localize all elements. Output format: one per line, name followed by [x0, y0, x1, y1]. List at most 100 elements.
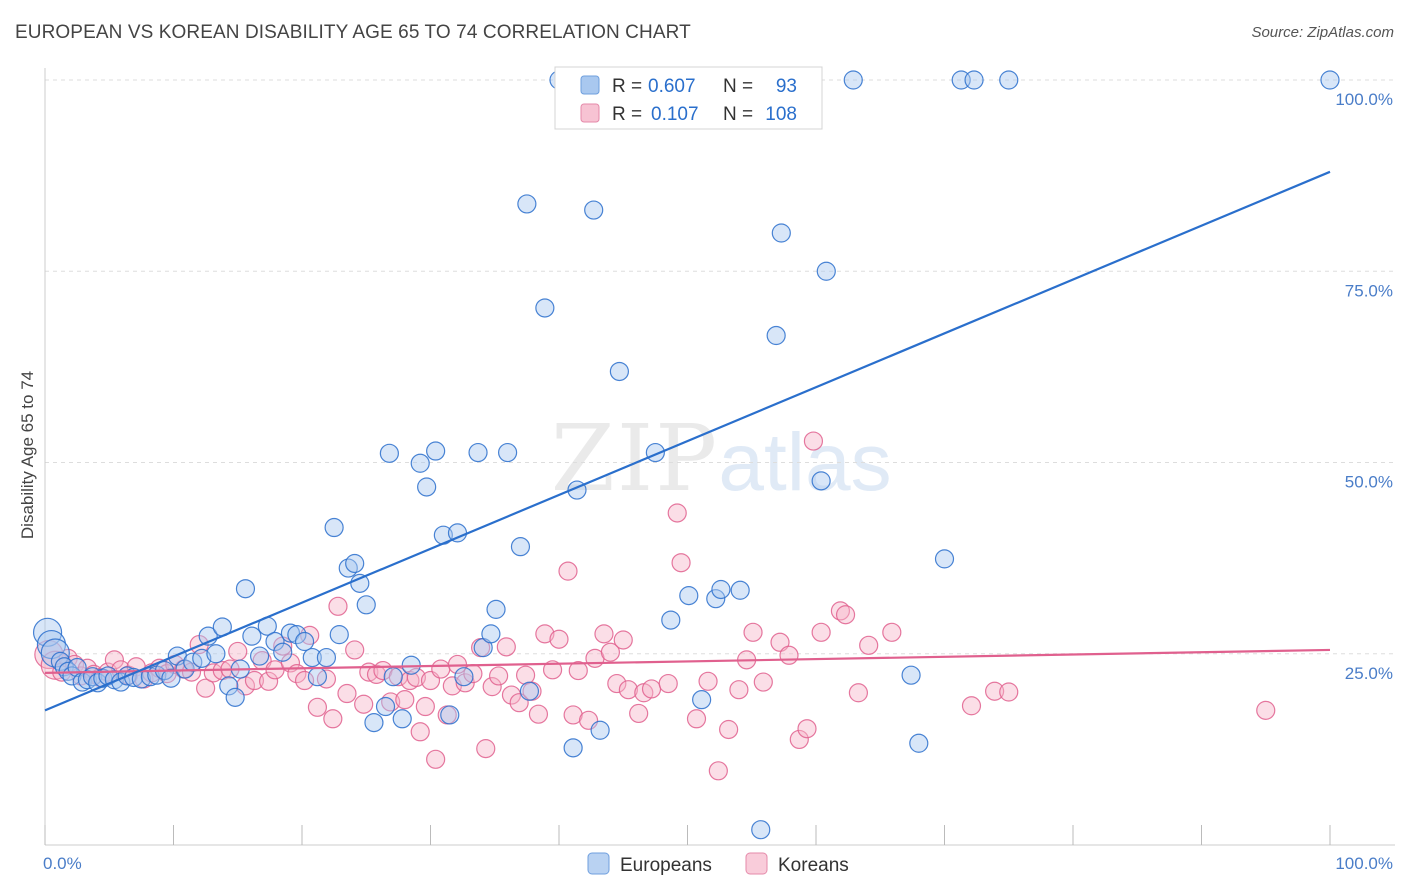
data-point [671, 553, 691, 573]
data-point [410, 722, 430, 742]
watermark-zip: ZIP [551, 405, 719, 512]
data-point [395, 690, 415, 710]
data-point [294, 631, 315, 652]
data-point [661, 610, 681, 630]
data-point [999, 682, 1019, 702]
data-point [454, 667, 474, 687]
data-point [751, 820, 771, 840]
data-point [708, 761, 728, 781]
data-point [258, 671, 279, 691]
koreans-r-value: 0.107 [651, 104, 699, 125]
data-point [797, 719, 817, 739]
data-point [280, 623, 301, 643]
data-point [909, 733, 929, 753]
watermark: ZIP atlas [551, 405, 892, 512]
data-point [307, 667, 328, 687]
data-point [375, 696, 396, 717]
data-point [324, 517, 344, 538]
data-point [584, 200, 604, 220]
koreans-n-value: 108 [765, 104, 797, 125]
data-point [542, 660, 563, 680]
koreans-r-label: R = [612, 104, 642, 125]
data-point [350, 573, 370, 593]
trend-lines [44, 170, 1331, 712]
data-point [859, 635, 879, 655]
data-point [609, 361, 629, 382]
data-point [415, 696, 435, 717]
data-point [770, 632, 790, 652]
legend-koreans-label: Koreans [778, 855, 849, 876]
data-point [1256, 700, 1276, 720]
data-point [249, 646, 270, 666]
data-point [686, 709, 707, 729]
data-point [50, 651, 71, 672]
data-point [835, 605, 856, 625]
europeans-r-value: 0.607 [648, 76, 696, 97]
data-point [468, 442, 488, 463]
data-point [501, 685, 522, 705]
data-point [307, 697, 328, 717]
data-point [568, 660, 588, 681]
data-point [328, 596, 348, 616]
data-point [406, 667, 426, 688]
data-point [558, 561, 578, 581]
data-point [698, 671, 718, 691]
data-point [426, 441, 446, 461]
data-point [789, 729, 809, 750]
koreans-n-label: N = [723, 104, 753, 125]
data-point [345, 553, 365, 574]
koreans-points [34, 431, 1276, 781]
data-point [519, 681, 540, 701]
series-legend: Europeans Koreans [587, 852, 849, 876]
data-point [517, 194, 537, 214]
data-point [934, 549, 955, 569]
data-point [329, 625, 349, 645]
data-point [590, 720, 610, 740]
data-point [515, 665, 536, 685]
data-point [356, 595, 376, 615]
data-point [658, 673, 678, 694]
data-point [607, 673, 627, 694]
legend-europeans-swatch [587, 852, 610, 875]
data-point [629, 703, 649, 724]
data-point [811, 622, 831, 642]
data-point [140, 667, 160, 687]
y-axis-label: Disability Age 65 to 74 [18, 371, 37, 539]
data-point [964, 70, 984, 90]
data-point [287, 625, 307, 645]
data-point [265, 631, 285, 652]
data-point [535, 298, 555, 318]
data-point [961, 696, 982, 716]
data-point [779, 645, 799, 665]
x-tick-label-min: 0.0% [43, 854, 82, 873]
data-point [345, 640, 365, 660]
x-tick-label-max: 100.0% [1335, 854, 1393, 873]
data-point [426, 749, 446, 769]
data-point [985, 681, 1005, 701]
data-point [1320, 70, 1340, 90]
europeans-swatch [580, 75, 600, 95]
data-point [563, 738, 583, 758]
koreans-swatch [580, 103, 600, 123]
data-point [766, 325, 786, 346]
europeans-n-label: N = [723, 76, 753, 97]
legend-europeans-label: Europeans [620, 855, 712, 876]
data-point [242, 626, 262, 646]
data-point [618, 680, 638, 700]
gridlines [45, 79, 1395, 655]
y-tick-label: 100.0% [1335, 90, 1393, 109]
data-point [882, 622, 902, 642]
data-point [379, 443, 399, 463]
data-point [337, 683, 357, 704]
data-point [410, 453, 430, 473]
data-point [743, 622, 763, 642]
data-point [803, 431, 824, 451]
data-point [711, 579, 731, 600]
data-point [316, 647, 337, 668]
data-point [843, 70, 863, 90]
data-point [719, 719, 739, 740]
data-point [486, 599, 506, 619]
data-point [498, 442, 518, 463]
data-point [811, 471, 831, 491]
